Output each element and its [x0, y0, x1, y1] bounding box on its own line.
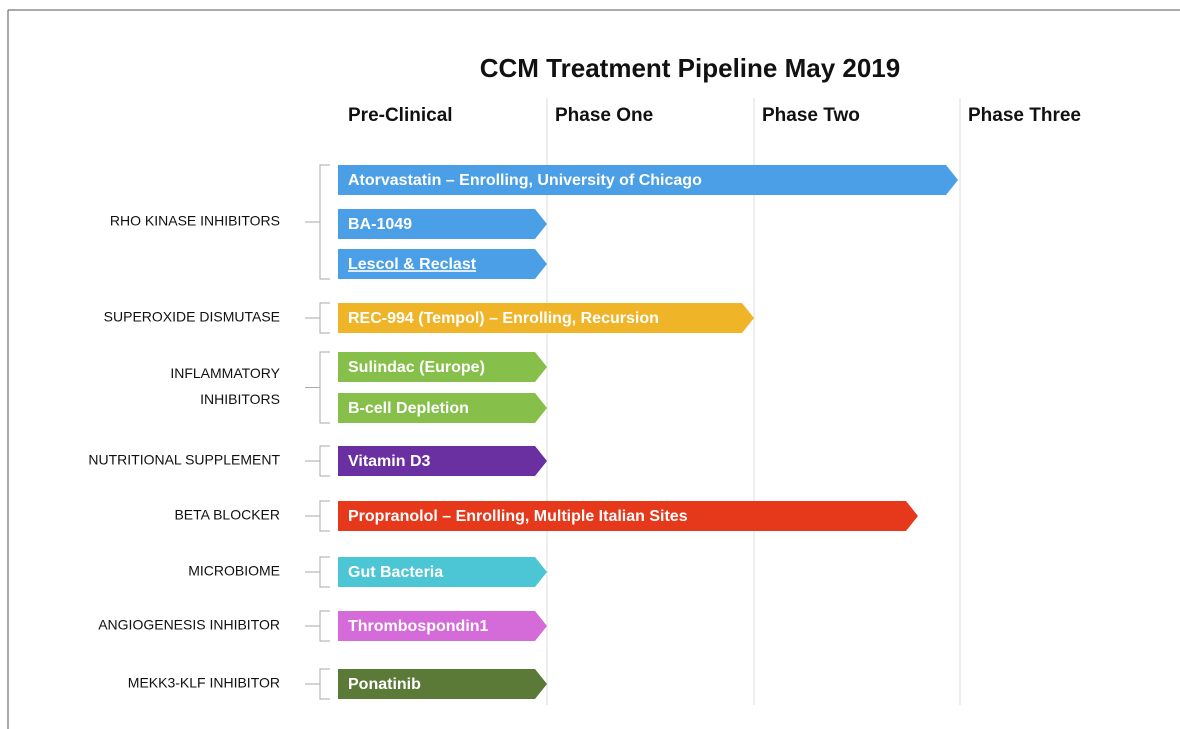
bracket [305, 302, 330, 334]
bracket [305, 445, 330, 477]
bracket [305, 500, 330, 532]
drug-arrow [338, 557, 547, 587]
drug-label: Thrombospondin1 [348, 618, 489, 635]
phase-label: Phase One [555, 105, 653, 126]
bracket [305, 610, 330, 642]
drug-label: REC-994 (Tempol) – Enrolling, Recursion [348, 310, 659, 327]
group-label: RHO KINASE INHIBITORS [110, 213, 280, 229]
drug-arrow [338, 303, 754, 333]
phase-label: Pre-Clinical [348, 105, 453, 126]
bracket [305, 164, 330, 280]
drug-label: Lescol & Reclast [348, 256, 477, 273]
drug-label: BA-1049 [348, 216, 412, 233]
group-label: SUPEROXIDE DISMUTASE [104, 309, 280, 325]
bracket [305, 556, 330, 588]
group-label: MICROBIOME [188, 563, 280, 579]
group-label: INFLAMMATORY [170, 365, 280, 381]
drug-label: Gut Bacteria [348, 564, 443, 581]
drug-label: B-cell Depletion [348, 400, 469, 417]
drug-arrow [338, 446, 547, 476]
drug-arrow [338, 393, 547, 423]
drug-label: Propranolol – Enrolling, Multiple Italia… [348, 508, 688, 525]
drug-arrow [338, 501, 918, 531]
group-label: BETA BLOCKER [174, 507, 280, 523]
group-label: INHIBITORS [200, 391, 280, 407]
bracket [305, 351, 330, 424]
drug-arrow [338, 669, 547, 699]
drug-label: Ponatinib [348, 676, 421, 693]
phase-label: Phase Two [762, 105, 860, 126]
group-label: ANGIOGENESIS INHIBITOR [98, 617, 280, 633]
drug-arrow [338, 352, 547, 382]
group-label: NUTRITIONAL SUPPLEMENT [88, 452, 280, 468]
drug-arrow [338, 165, 958, 195]
title: CCM Treatment Pipeline May 2019 [480, 53, 900, 83]
drug-arrow [338, 209, 547, 239]
drug-label: Sulindac (Europe) [348, 359, 485, 376]
drug-arrow [338, 611, 547, 641]
group-label: MEKK3-KLF INHIBITOR [128, 675, 280, 691]
drug-arrow [338, 249, 547, 279]
bracket [305, 668, 330, 700]
drug-label: Vitamin D3 [348, 453, 431, 470]
drug-label: Atorvastatin – Enrolling, University of … [348, 172, 702, 189]
phase-label: Phase Three [968, 105, 1081, 126]
